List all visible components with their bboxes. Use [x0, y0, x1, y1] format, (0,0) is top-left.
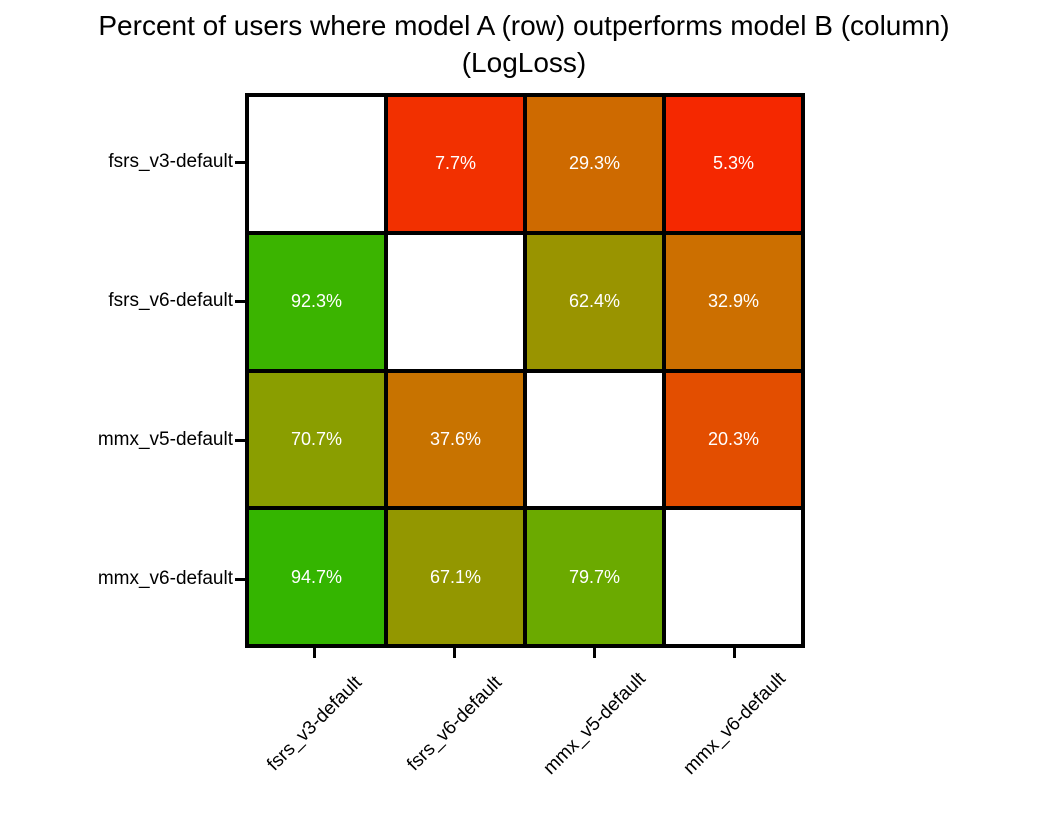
- chart-title: Percent of users where model A (row) out…: [98, 10, 950, 41]
- heatmap-cell: 37.6%: [388, 372, 523, 507]
- x-tick-label: mmx_v6-default: [679, 668, 790, 779]
- y-axis-tick: [235, 439, 245, 442]
- heatmap-cell: 70.7%: [249, 372, 384, 507]
- y-tick-label: fsrs_v3-default: [108, 151, 233, 172]
- heatmap-cell: [388, 234, 523, 369]
- chart-subtitle: (LogLoss): [461, 47, 587, 78]
- heatmap-cell: [666, 510, 801, 644]
- x-tick-label: fsrs_v3-default: [263, 672, 367, 776]
- heatmap-cell: 94.7%: [249, 510, 384, 644]
- heatmap-cell: 32.9%: [666, 234, 801, 369]
- heatmap-grid: 7.7% 29.3% 5.3% 92.3% 62.4% 32.9% 70.7% …: [245, 93, 805, 648]
- heatmap-cell: 67.1%: [388, 510, 523, 644]
- y-axis-tick: [235, 578, 245, 581]
- heatmap-cell: 62.4%: [527, 234, 662, 369]
- x-tick-label: mmx_v5-default: [539, 668, 650, 779]
- y-tick-label: mmx_v5-default: [97, 429, 233, 450]
- y-tick-label: mmx_v6-default: [97, 568, 233, 589]
- y-axis-tick: [235, 300, 245, 303]
- y-axis-tick: [235, 161, 245, 164]
- heatmap-cell: 20.3%: [666, 372, 801, 507]
- heatmap-cell: 5.3%: [666, 97, 801, 231]
- heatmap-cell: 92.3%: [249, 234, 384, 369]
- heatmap-cell: [249, 97, 384, 231]
- heatmap-cell: [527, 372, 662, 507]
- x-axis-tick: [453, 648, 456, 658]
- heatmap-cell: 29.3%: [527, 97, 662, 231]
- x-axis-tick: [593, 648, 596, 658]
- heatmap-cell: 7.7%: [388, 97, 523, 231]
- heatmap-cell: 79.7%: [527, 510, 662, 644]
- x-axis-tick: [313, 648, 316, 658]
- x-axis-tick: [733, 648, 736, 658]
- x-tick-label: fsrs_v6-default: [403, 672, 507, 776]
- y-tick-label: fsrs_v6-default: [108, 290, 233, 311]
